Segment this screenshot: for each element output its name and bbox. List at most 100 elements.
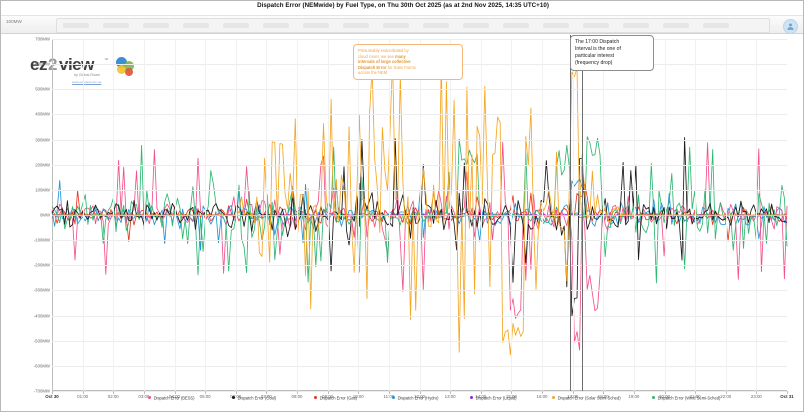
legend-label: Dispatch Error (Hydro): [397, 395, 439, 401]
toolbar-segment[interactable]: [583, 23, 609, 28]
legend-item[interactable]: Dispatch Error (Liquid): [470, 395, 517, 400]
toolbar-segment[interactable]: [383, 23, 409, 28]
legend-item[interactable]: Dispatch Error (BESS): [148, 395, 195, 400]
toolbar-segment[interactable]: [143, 23, 169, 28]
gridline-vertical: [511, 39, 513, 391]
y-axis-tick-label: -500MW: [33, 338, 50, 344]
gridline-vertical: [419, 39, 421, 391]
x-axis-tick-label: 20:00: [659, 394, 670, 399]
logo-blob-green: [124, 61, 134, 71]
user-avatar-icon[interactable]: [783, 19, 798, 34]
legend-item[interactable]: Dispatch Error (Wind Semi-Sched): [652, 395, 720, 400]
annotation-solar-cloud-note: Presumably exacerbated by cloud cover, we…: [353, 44, 463, 80]
toolbar-segment[interactable]: [103, 23, 129, 28]
toolbar-segment[interactable]: [703, 23, 729, 28]
toolbar-segment[interactable]: [183, 23, 209, 28]
toolbar-tabstrip[interactable]: [56, 18, 770, 33]
x-axis-tick-label: 17:00: [567, 394, 579, 399]
annotation-line-highlight: intervals of large collective: [358, 59, 411, 65]
legend-label: Dispatch Error (Wind Semi-Sched): [657, 395, 721, 401]
x-axis-tick-label: 07:00: [260, 394, 272, 399]
gridline-vertical: [113, 39, 115, 391]
x-axis-tick: [419, 391, 421, 394]
gridline-vertical: [572, 39, 574, 391]
annotation-line: for Solar Farms: [386, 64, 416, 70]
page-title: Dispatch Error (NEMwide) by Fuel Type, o…: [257, 2, 549, 9]
x-axis-tick-label: Oct 31: [780, 394, 794, 399]
legend-color-swatch: [392, 395, 396, 400]
annotation-line: Presumably exacerbated by: [358, 48, 409, 53]
annotation-line-highlight: Dispatch Error: [358, 64, 387, 70]
x-axis-tick: [174, 391, 176, 394]
gridline-vertical: [664, 39, 666, 391]
x-axis-tick-label: 18:00: [597, 394, 609, 399]
legend-item[interactable]: Dispatch Error (Solar Semi-Sched): [552, 395, 621, 400]
toolbar-segment[interactable]: [423, 23, 449, 28]
x-axis-tick: [572, 391, 574, 394]
toolbar-segment[interactable]: [623, 23, 649, 28]
highlight-band-1700[interactable]: [570, 35, 584, 391]
x-axis-tick-label: 13:00: [444, 394, 456, 399]
gridline-vertical: [174, 39, 176, 391]
x-axis-tick: [664, 391, 666, 394]
x-axis-tick-label: 11:00: [383, 394, 395, 399]
toolbar-segment[interactable]: [263, 23, 289, 28]
legend-color-swatch: [314, 395, 318, 400]
x-axis-tick: [511, 391, 513, 394]
logo-url[interactable]: www.ez2view.com.au: [72, 80, 102, 84]
x-axis-tick-label: 10:00: [352, 394, 364, 399]
legend-label: Dispatch Error (Solar Semi-Sched): [557, 395, 621, 401]
x-axis-tick: [480, 391, 482, 394]
gridline-vertical: [143, 39, 145, 391]
annotation-line: cloud cover, we see: [358, 53, 396, 59]
y-axis-tick-label: -100MW: [33, 237, 50, 243]
gridline-vertical: [450, 39, 452, 391]
gridline-vertical: [480, 39, 482, 391]
x-axis-tick: [235, 391, 237, 394]
y-axis-tick-label: -200MW: [33, 262, 50, 268]
legend-item[interactable]: Dispatch Error (Hydro): [392, 395, 439, 400]
legend-item[interactable]: Dispatch Error (Gas): [314, 395, 357, 400]
x-axis-tick: [143, 391, 145, 394]
legend-color-swatch: [652, 395, 656, 400]
annotation-line-highlight: many: [395, 53, 406, 59]
toolbar-segment[interactable]: [503, 23, 529, 28]
toolbar-segment[interactable]: [343, 23, 369, 28]
x-axis-tick-label: 06:00: [230, 394, 242, 399]
x-axis-tick: [756, 391, 758, 394]
toolbar-segment[interactable]: [663, 23, 689, 28]
toolbar-segment[interactable]: [543, 23, 569, 28]
gridline-vertical: [603, 39, 605, 391]
chart-legend: Dispatch Error (BESS) Dispatch Error (Coa…: [52, 395, 787, 406]
toolbar-scale-label: 100MW: [6, 19, 22, 24]
legend-item[interactable]: Dispatch Error (Coal): [232, 395, 276, 400]
gridline-vertical: [542, 39, 543, 391]
logo-subtitle: by Global-Roam: [74, 73, 100, 77]
legend-label: Dispatch Error (Gas): [319, 395, 358, 401]
x-axis-tick: [52, 391, 53, 394]
toolbar-segment[interactable]: [223, 23, 249, 28]
x-axis-tick: [695, 391, 697, 394]
legend-color-swatch: [232, 395, 236, 400]
logo-trademark: ™: [104, 57, 108, 62]
logo-text-ez: ez: [30, 55, 47, 74]
x-axis-tick-label: 19:00: [628, 394, 640, 399]
toolbar-segment[interactable]: [463, 23, 489, 28]
gridline-vertical: [235, 39, 237, 391]
x-axis-tick-label: 22:00: [720, 394, 732, 399]
gridline-vertical: [633, 39, 635, 391]
toolbar-segment[interactable]: [303, 23, 329, 28]
toolbar: 100MW: [1, 15, 803, 34]
x-axis-tick: [450, 391, 452, 394]
gridline-vertical: [756, 39, 758, 391]
x-axis-tick: [205, 391, 207, 394]
y-axis-tick-label: 500MW: [35, 86, 50, 92]
logo-blob-red: [125, 68, 133, 76]
legend-label: Dispatch Error (Liquid): [475, 395, 517, 401]
x-axis-tick: [266, 391, 268, 394]
annotation-line: across the NEM: [358, 70, 388, 76]
legend-color-swatch: [470, 395, 474, 400]
toolbar-segment[interactable]: [63, 23, 89, 28]
annotation-line: particular interest: [575, 52, 615, 59]
